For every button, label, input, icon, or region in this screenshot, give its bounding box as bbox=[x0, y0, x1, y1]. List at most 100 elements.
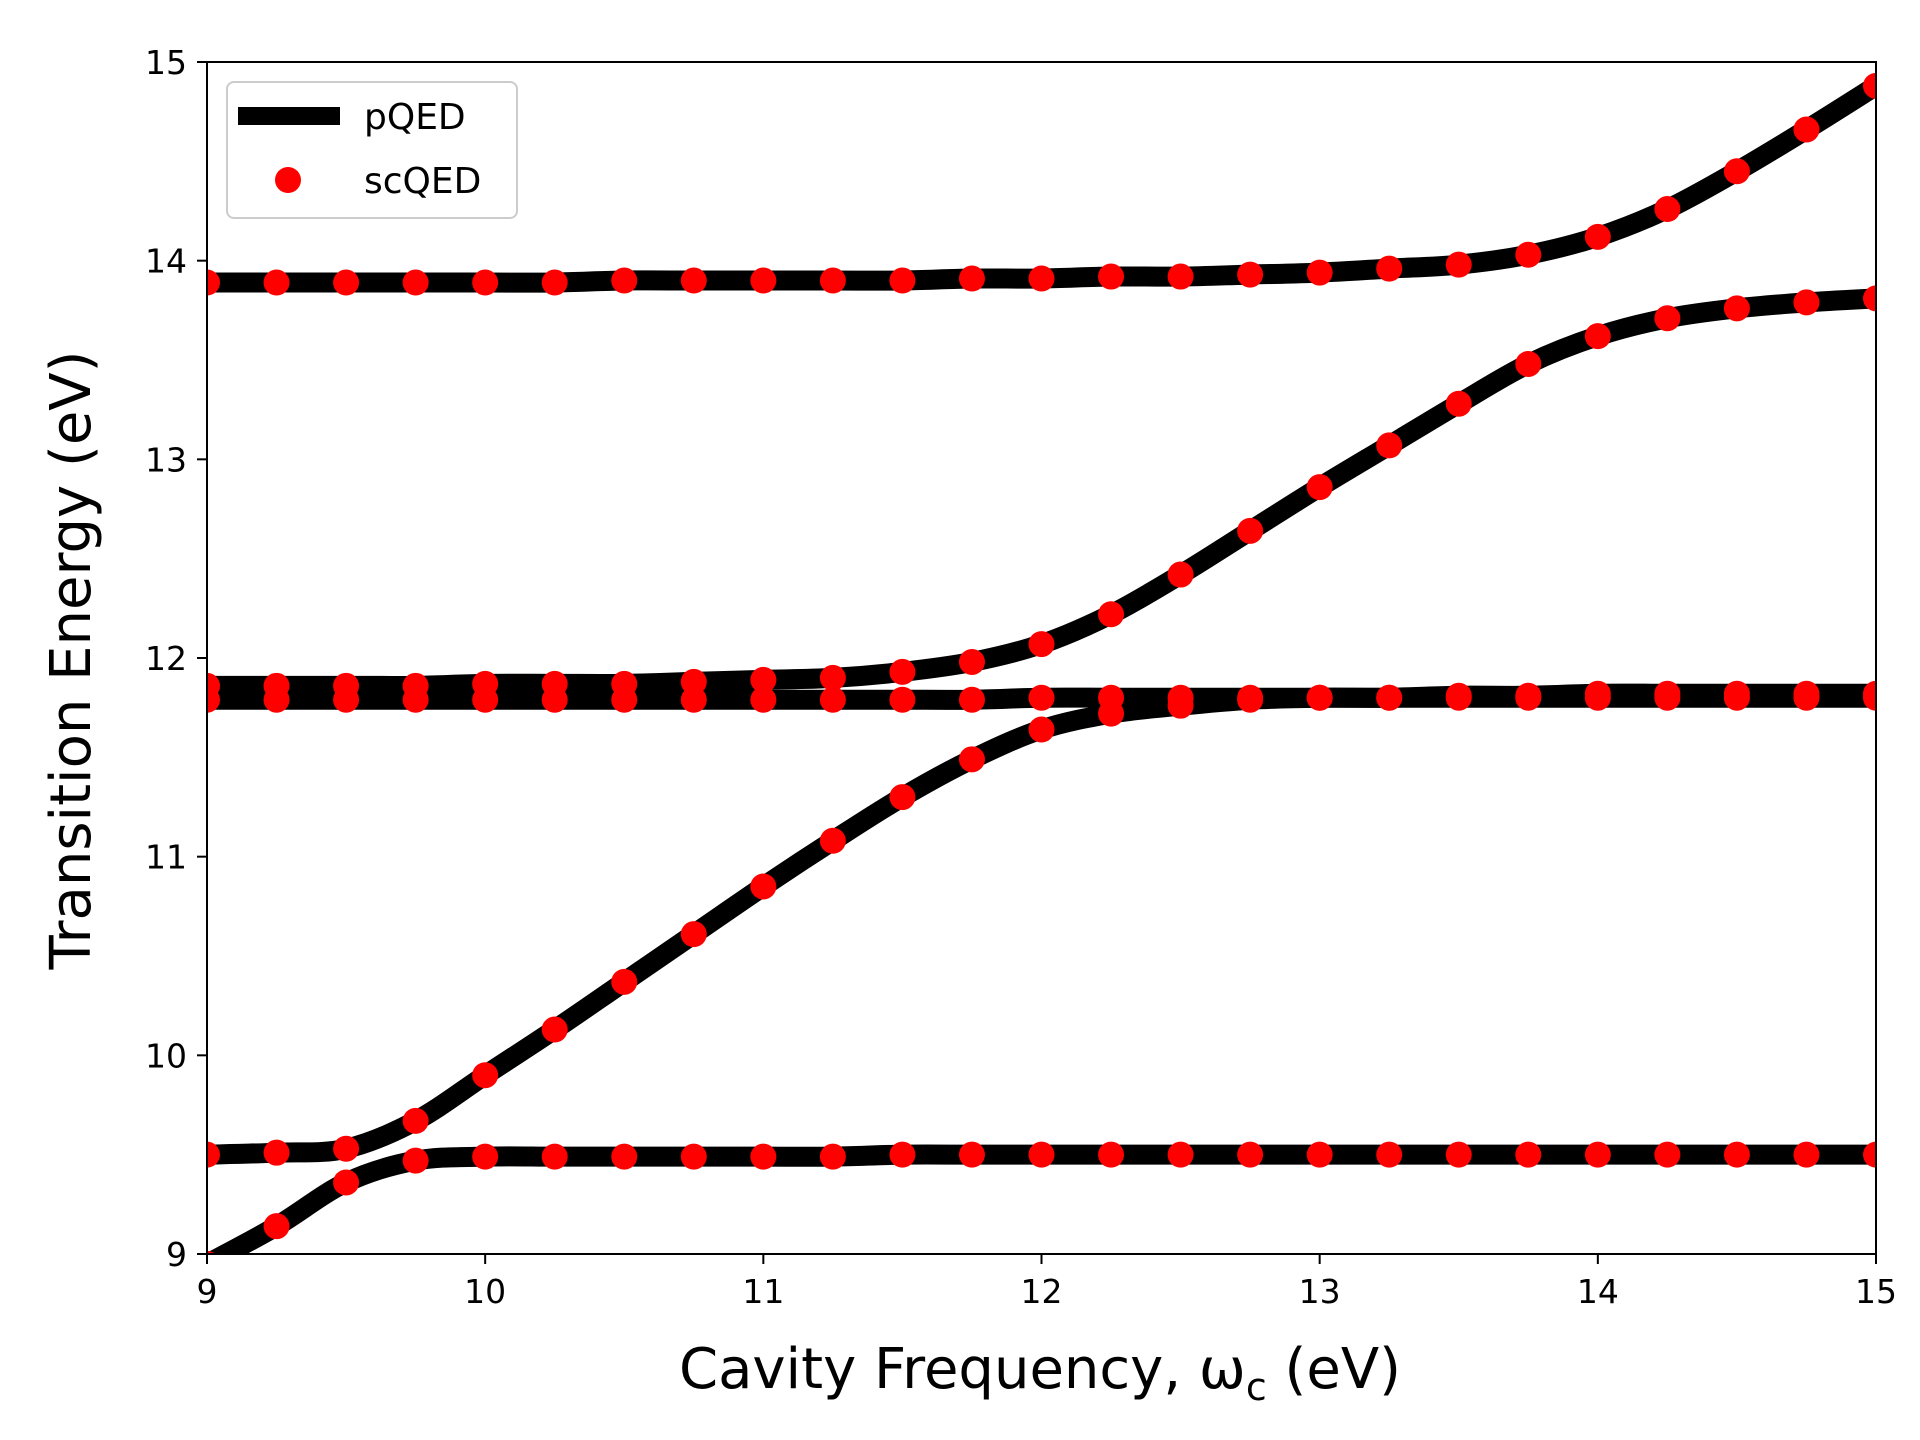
scqed-point-s3-10 bbox=[819, 686, 846, 713]
scqed-point-s1-11 bbox=[889, 1141, 916, 1168]
x-tick-label-15: 15 bbox=[1855, 1272, 1897, 1311]
x-tick-label-11: 11 bbox=[742, 1272, 784, 1311]
scqed-point-s5-11 bbox=[889, 267, 916, 294]
scqed-point-s4-14 bbox=[1098, 601, 1125, 628]
scqed-point-s4-9 bbox=[750, 666, 777, 693]
x-axis-label: Cavity Frequency, ωc (eV) bbox=[679, 1337, 1401, 1409]
scqed-point-s5-20 bbox=[1515, 241, 1542, 268]
scqed-point-s3-9 bbox=[750, 686, 777, 713]
scqed-point-s1-2 bbox=[263, 1213, 290, 1240]
scqed-point-s4-18 bbox=[1376, 432, 1403, 459]
scqed-point-s4-2 bbox=[263, 672, 290, 699]
scqed-point-s3-23 bbox=[1723, 684, 1750, 711]
scqed-point-s5-13 bbox=[1028, 265, 1055, 292]
pqed-series-line-2 bbox=[207, 683, 1876, 1165]
scqed-point-s5-22 bbox=[1654, 196, 1681, 223]
y-tick-label-15: 15 bbox=[145, 43, 187, 82]
axes-layer: 9 10 11 12 13 14 15 9 10 11 12 13 14 15 bbox=[145, 43, 1897, 1311]
legend-scqed-marker-swatch bbox=[275, 167, 301, 193]
y-tick-label-14: 14 bbox=[145, 242, 187, 281]
scqed-point-s3-11 bbox=[889, 686, 916, 713]
scqed-point-s1-13 bbox=[1028, 1141, 1055, 1168]
scqed-point-s5-18 bbox=[1376, 255, 1403, 282]
scqed-point-s4-7 bbox=[611, 670, 638, 697]
legend-pqed-label: pQED bbox=[364, 97, 466, 138]
legend-scqed-label: scQED bbox=[364, 161, 481, 202]
x-tick-label-14: 14 bbox=[1577, 1272, 1619, 1311]
scqed-point-s4-15 bbox=[1167, 561, 1194, 588]
scqed-point-s4-22 bbox=[1654, 305, 1681, 332]
scqed-point-s1-3 bbox=[333, 1169, 360, 1196]
scqed-point-s5-1 bbox=[207, 269, 220, 296]
x-axis-label-subscript: c bbox=[1246, 1365, 1267, 1409]
y-axis-label: Transition Energy (eV) bbox=[39, 351, 104, 971]
scqed-point-s4-25 bbox=[1863, 285, 1876, 312]
scqed-point-s5-3 bbox=[333, 269, 360, 296]
scqed-point-s1-17 bbox=[1306, 1141, 1333, 1168]
scqed-point-s4-24 bbox=[1793, 289, 1820, 316]
scqed-point-s3-15 bbox=[1167, 684, 1194, 711]
scqed-point-s5-6 bbox=[541, 269, 568, 296]
scqed-point-s3-24 bbox=[1793, 684, 1820, 711]
scqed-point-s1-9 bbox=[750, 1143, 777, 1170]
scqed-point-s1-10 bbox=[819, 1143, 846, 1170]
scqed-point-s1-12 bbox=[958, 1141, 985, 1168]
scqed-point-s3-22 bbox=[1654, 684, 1681, 711]
scqed-point-s4-23 bbox=[1723, 295, 1750, 322]
scqed-point-s5-19 bbox=[1445, 251, 1472, 278]
scqed-point-s1-23 bbox=[1723, 1141, 1750, 1168]
x-tick-label-12: 12 bbox=[1021, 1272, 1063, 1311]
scqed-point-s2-1 bbox=[207, 1141, 220, 1168]
scqed-point-s5-21 bbox=[1584, 223, 1611, 250]
scqed-point-s5-2 bbox=[263, 269, 290, 296]
scqed-point-s2-4 bbox=[402, 1107, 429, 1134]
scqed-point-s2-13 bbox=[1028, 716, 1055, 743]
scqed-point-s5-8 bbox=[680, 267, 707, 294]
x-axis-label-unit: (eV) bbox=[1267, 1337, 1401, 1402]
scqed-point-s4-13 bbox=[1028, 631, 1055, 658]
scqed-point-s5-16 bbox=[1237, 261, 1264, 288]
scqed-point-s3-25 bbox=[1863, 684, 1876, 711]
scqed-point-s3-18 bbox=[1376, 684, 1403, 711]
scqed-point-s1-24 bbox=[1793, 1141, 1820, 1168]
x-axis-label-main: Cavity Frequency, ω bbox=[679, 1337, 1246, 1402]
scqed-point-s4-16 bbox=[1237, 517, 1264, 544]
scqed-point-s3-21 bbox=[1584, 684, 1611, 711]
scqed-point-s1-14 bbox=[1098, 1141, 1125, 1168]
scqed-point-s2-5 bbox=[472, 1062, 499, 1089]
scqed-point-s1-19 bbox=[1445, 1141, 1472, 1168]
x-tick-label-9: 9 bbox=[197, 1272, 218, 1311]
scqed-point-s5-14 bbox=[1098, 263, 1125, 290]
scqed-point-s3-17 bbox=[1306, 684, 1333, 711]
scqed-point-s1-5 bbox=[472, 1143, 499, 1170]
scqed-point-s1-15 bbox=[1167, 1141, 1194, 1168]
scqed-point-s1-22 bbox=[1654, 1141, 1681, 1168]
scqed-point-s5-10 bbox=[819, 267, 846, 294]
scqed-point-s5-25 bbox=[1863, 72, 1876, 99]
scqed-point-s1-18 bbox=[1376, 1141, 1403, 1168]
scqed-point-s5-15 bbox=[1167, 263, 1194, 290]
scqed-point-s2-12 bbox=[958, 746, 985, 773]
scqed-point-s1-6 bbox=[541, 1143, 568, 1170]
scqed-point-s2-7 bbox=[611, 968, 638, 995]
legend: pQED scQED bbox=[226, 81, 518, 219]
scqed-point-s5-17 bbox=[1306, 259, 1333, 286]
scqed-point-s1-8 bbox=[680, 1143, 707, 1170]
scqed-point-s1-20 bbox=[1515, 1141, 1542, 1168]
scqed-point-s4-20 bbox=[1515, 350, 1542, 377]
scqed-point-s4-11 bbox=[889, 658, 916, 685]
y-tick-label-11: 11 bbox=[145, 838, 187, 877]
scqed-point-s3-14 bbox=[1098, 684, 1125, 711]
scqed-point-s4-3 bbox=[333, 672, 360, 699]
scqed-point-s4-5 bbox=[472, 670, 499, 697]
scqed-point-s4-6 bbox=[541, 670, 568, 697]
x-tick-label-10: 10 bbox=[464, 1272, 506, 1311]
plot-frame bbox=[206, 61, 1877, 1255]
y-tick-label-13: 13 bbox=[145, 440, 187, 479]
scqed-point-s3-8 bbox=[680, 686, 707, 713]
x-tick-label-13: 13 bbox=[1299, 1272, 1341, 1311]
scqed-point-s5-9 bbox=[750, 267, 777, 294]
marks-layer bbox=[207, 72, 1876, 1254]
